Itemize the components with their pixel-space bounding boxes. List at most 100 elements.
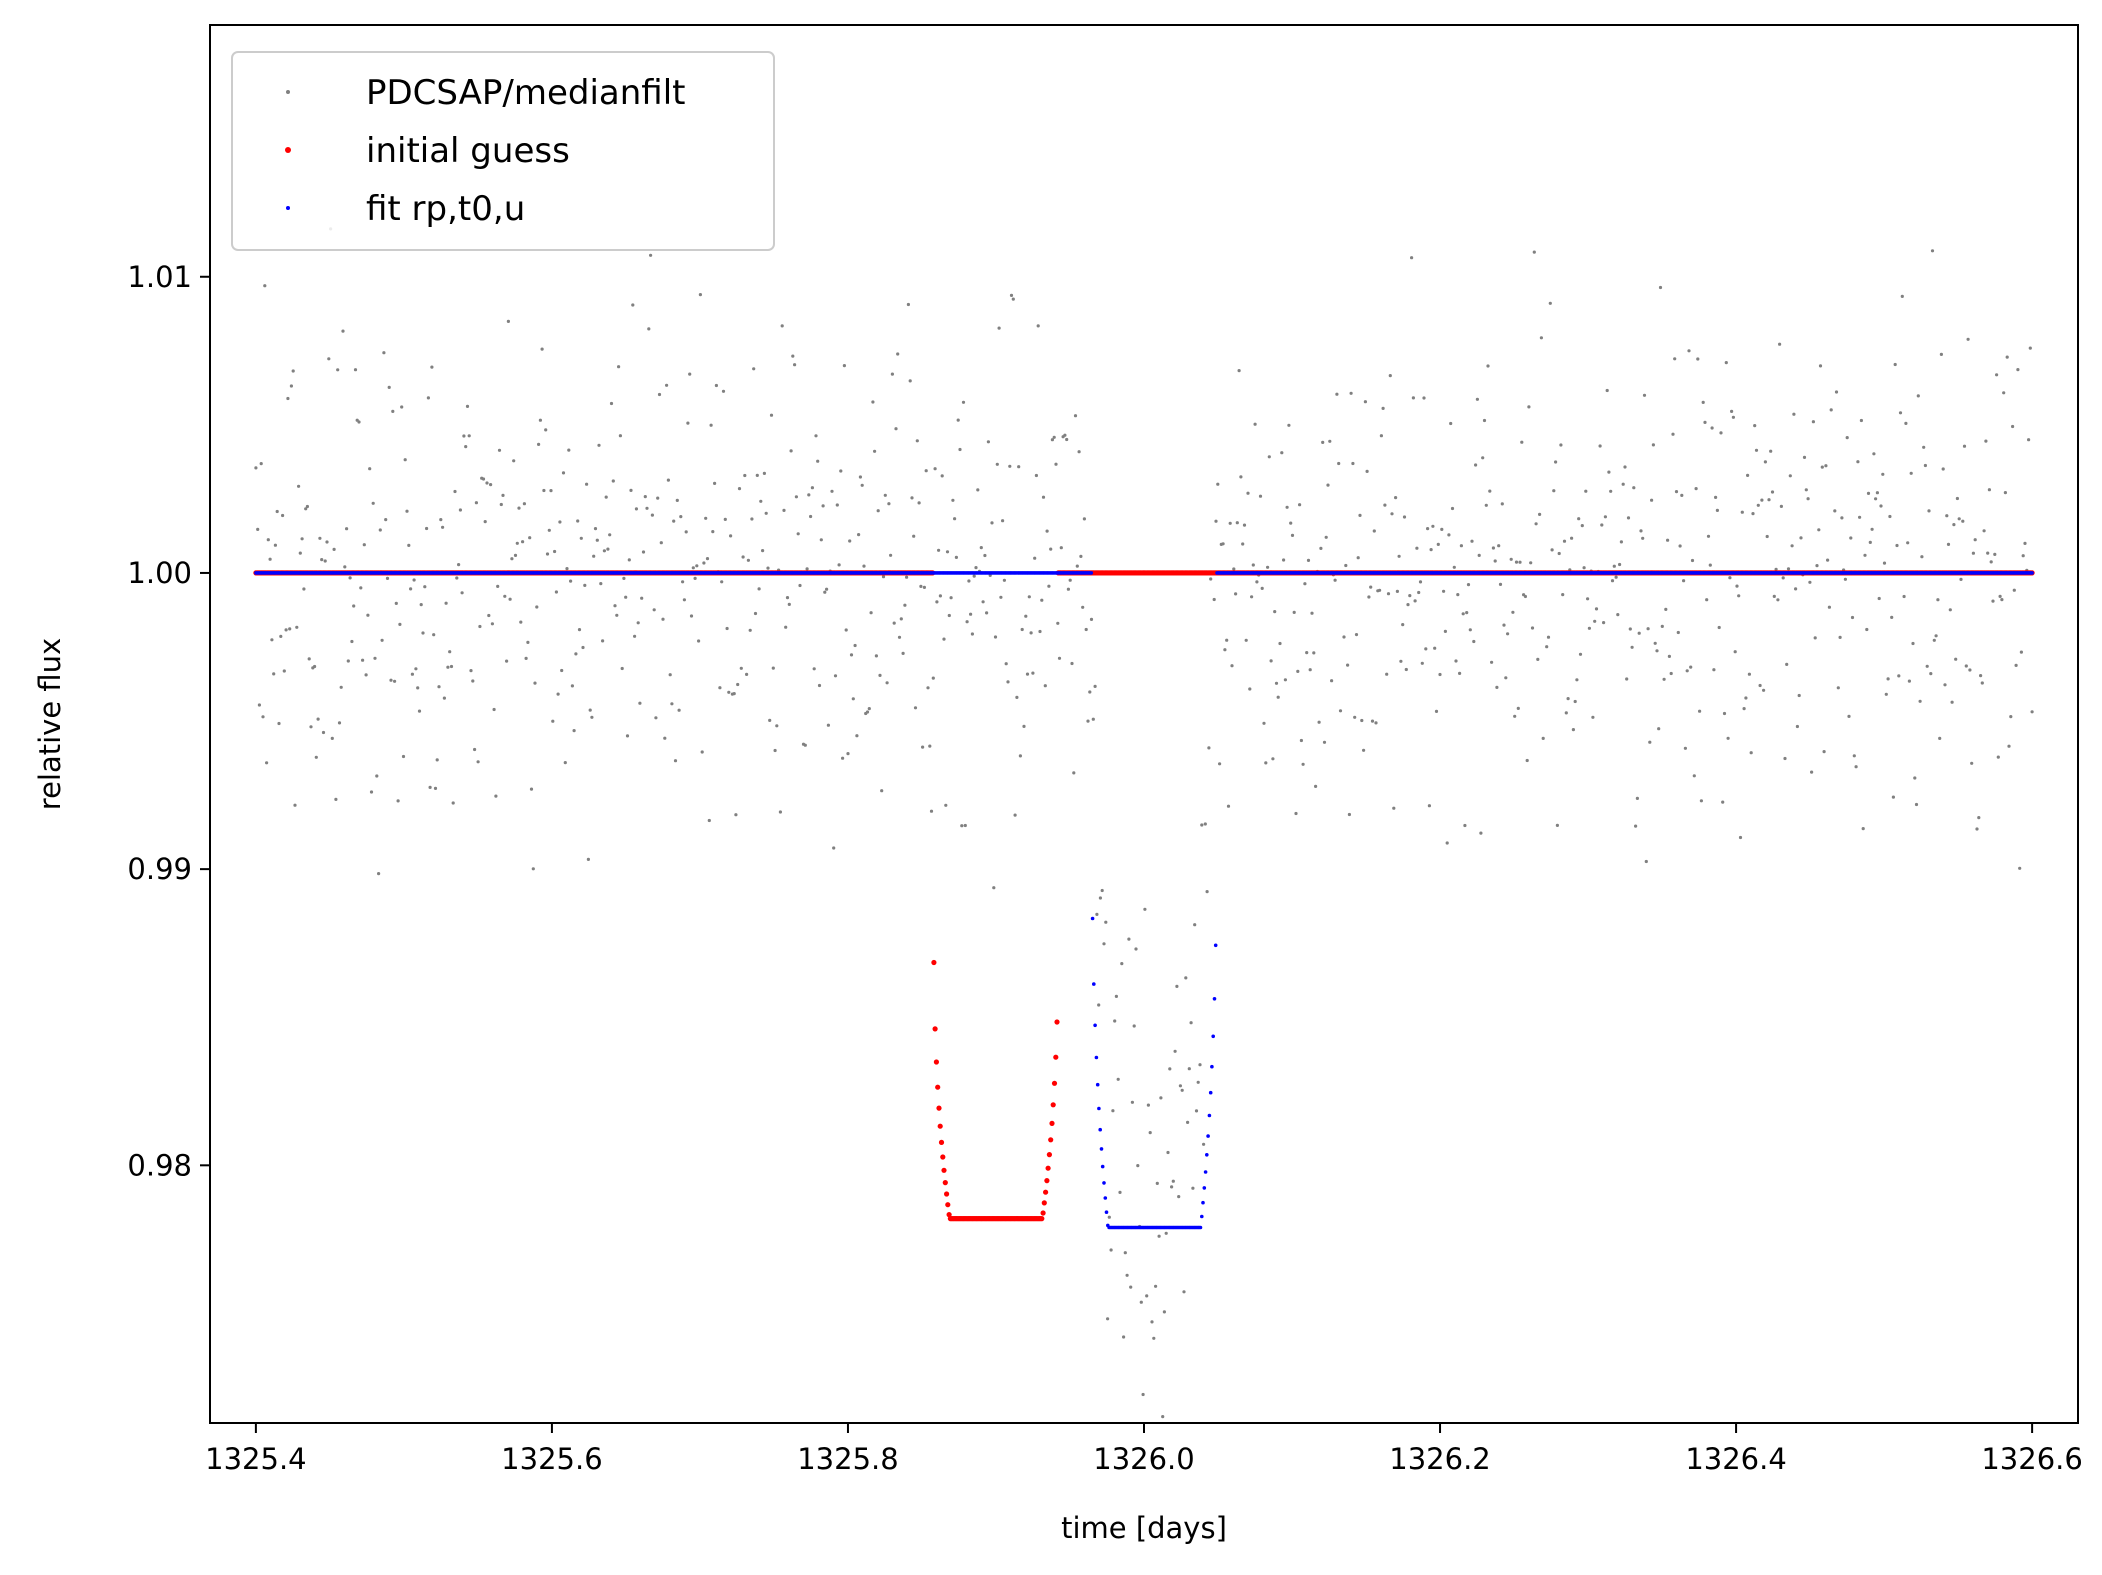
observation-point [430, 365, 434, 369]
observation-point [1714, 495, 1718, 499]
observation-point [1129, 1285, 1133, 1289]
observation-point [684, 530, 688, 534]
initial-guess-point [946, 1212, 952, 1218]
observation-point [1486, 364, 1490, 368]
observation-point [1738, 835, 1743, 840]
observation-point [1106, 1317, 1110, 1321]
observation-point [1546, 635, 1551, 639]
observation-point [835, 503, 839, 507]
observation-point [313, 664, 317, 669]
observation-point [417, 709, 422, 713]
observation-point [1938, 736, 1942, 741]
observation-point [1724, 361, 1728, 365]
x-tick-label: 1326.6 [1981, 1442, 2082, 1476]
observation-point [1282, 558, 1286, 562]
observation-point [1504, 676, 1508, 680]
observation-point [1470, 539, 1474, 543]
legend-marker-pdcsap [286, 90, 290, 94]
observation-point [1840, 516, 1844, 520]
observation-point [1790, 544, 1794, 548]
observation-point [668, 673, 672, 677]
observation-point [785, 596, 790, 600]
observation-point [1570, 536, 1574, 540]
observation-point [1594, 607, 1599, 611]
observation-point [1936, 598, 1940, 602]
observation-point [1735, 584, 1739, 588]
observation-point [1050, 438, 1054, 442]
observation-point [816, 459, 820, 463]
observation-point [606, 547, 610, 551]
initial-guess-point [932, 1026, 938, 1032]
observation-point [1319, 546, 1323, 551]
observation-point [832, 846, 836, 850]
observation-point [1107, 1215, 1111, 1219]
observation-point [1815, 564, 1819, 568]
observation-point [400, 405, 404, 409]
observation-point [641, 550, 646, 554]
observation-point [656, 496, 660, 500]
observation-point [1667, 654, 1671, 659]
observation-point [1468, 628, 1472, 632]
observation-point [1671, 432, 1675, 436]
observation-point [419, 603, 423, 607]
observation-point [599, 582, 603, 586]
observation-point [270, 638, 274, 642]
observation-point [1043, 684, 1047, 688]
observation-point [691, 566, 695, 570]
observation-point [1100, 888, 1104, 893]
observation-point [288, 627, 292, 631]
observation-point [867, 707, 871, 711]
observation-point [544, 428, 548, 432]
observation-point [1250, 595, 1254, 599]
observation-point [1299, 738, 1303, 743]
observation-point [1420, 661, 1424, 665]
observation-point [976, 488, 980, 492]
observation-point [1742, 707, 1746, 711]
observation-point [316, 717, 320, 721]
observation-point [995, 462, 999, 466]
observation-point [401, 754, 406, 759]
observation-point [793, 363, 797, 367]
observation-point [357, 420, 361, 424]
observation-point [1191, 1186, 1195, 1190]
observation-point [490, 622, 494, 626]
observation-point [741, 555, 745, 559]
observation-point [1628, 627, 1632, 631]
observation-point [1712, 668, 1716, 672]
observation-point [2000, 598, 2004, 602]
observation-point [826, 723, 831, 727]
initial-guess-point [1049, 1120, 1055, 1126]
observation-point [1964, 664, 1968, 668]
observation-point [1045, 529, 1049, 533]
observation-point [1264, 761, 1268, 765]
observation-point [659, 541, 663, 545]
observation-point [2030, 710, 2034, 714]
observation-point [1498, 582, 1503, 587]
observation-point [1506, 632, 1510, 636]
observation-point [554, 590, 559, 594]
observation-point [924, 469, 928, 473]
x-axis: 1325.4 1325.6 1325.8 1326.0 1326.2 1326.4 1326… [205, 1423, 2083, 1476]
observation-point [2002, 391, 2006, 395]
observation-point [1358, 513, 1362, 518]
observation-point [910, 496, 914, 500]
observation-point [1929, 672, 1933, 676]
observation-point [1820, 465, 1824, 469]
observation-point [1762, 688, 1766, 692]
observation-point [423, 585, 427, 589]
observation-point [764, 511, 768, 515]
observation-point [281, 513, 285, 518]
observation-point [638, 701, 642, 705]
observation-point [1434, 709, 1439, 714]
fit-model-point [1104, 1210, 1109, 1214]
observation-point [1225, 638, 1229, 642]
y-tick-label: 1.01 [127, 260, 192, 294]
observation-point [1609, 489, 1613, 493]
observation-point [1426, 527, 1430, 531]
observation-point [320, 558, 324, 562]
observation-point [1177, 1195, 1181, 1199]
observation-point [1593, 619, 1597, 623]
observation-point [1946, 542, 1951, 547]
observation-point [1203, 822, 1207, 826]
observation-point [906, 302, 911, 307]
